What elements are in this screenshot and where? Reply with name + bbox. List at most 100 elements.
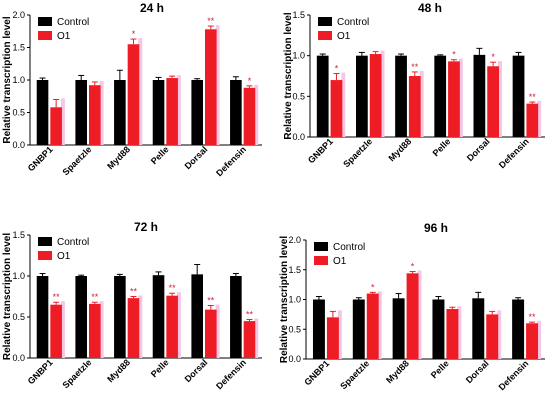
bar-control xyxy=(191,274,203,358)
x-tick-label: Myd88 xyxy=(105,357,132,384)
x-tick-label: Defensin xyxy=(214,357,248,391)
legend-label-o1: O1 xyxy=(337,31,351,42)
x-tick-label: Myd88 xyxy=(386,136,413,163)
significance-marker: ** xyxy=(246,309,254,319)
significance-marker: ** xyxy=(207,296,215,306)
bar-o1 xyxy=(326,317,339,359)
bar-control xyxy=(512,55,525,137)
x-tick-label: GNBP1 xyxy=(302,358,331,387)
x-tick-label: Pelle xyxy=(149,357,171,379)
bar-o1-highlight xyxy=(99,80,104,145)
panel-2: 72 h Relative transcription level 0.0 0.5 1.… xyxy=(2,220,262,391)
legend-swatch-o1 xyxy=(314,256,328,265)
y-tick-label: 0.5 xyxy=(292,91,305,101)
significance-marker: ** xyxy=(91,292,99,302)
bar-o1-highlight xyxy=(215,304,220,358)
bar-o1-highlight xyxy=(537,101,542,137)
legend-swatch-control xyxy=(318,17,332,26)
bar-control xyxy=(432,299,445,359)
bar-o1-highlight xyxy=(537,321,542,359)
bar-o1 xyxy=(50,107,62,145)
legend-label-control: Control xyxy=(57,17,89,28)
bar-o1 xyxy=(406,273,419,359)
bar-control xyxy=(36,276,49,358)
bar-o1 xyxy=(166,295,178,358)
significance-marker: ** xyxy=(169,283,177,293)
significance-marker: ** xyxy=(53,292,61,302)
bar-o1-highlight xyxy=(497,310,502,359)
panel-title: 72 h xyxy=(134,220,158,234)
significance-marker: * xyxy=(411,262,415,272)
x-tick-label: Spaetzle xyxy=(341,136,374,169)
y-tick-label: 0.5 xyxy=(288,324,301,334)
legend-swatch-o1 xyxy=(38,251,52,260)
bar-control xyxy=(36,80,49,145)
bar-o1-highlight xyxy=(254,318,259,358)
bar-o1 xyxy=(205,309,217,358)
bar-control xyxy=(356,55,368,137)
bar-o1 xyxy=(448,61,460,137)
bar-o1 xyxy=(486,314,499,359)
bar-o1-highlight xyxy=(419,70,424,137)
bar-o1-highlight xyxy=(417,270,422,359)
bar-o1 xyxy=(369,54,382,137)
bar-control xyxy=(472,298,485,359)
bar-control xyxy=(352,299,365,359)
x-tick-label: Defensin xyxy=(214,144,248,178)
bar-control xyxy=(114,276,126,358)
x-tick-label: Dorsal xyxy=(464,358,491,385)
bar-control xyxy=(230,276,242,358)
bar-o1 xyxy=(205,29,217,145)
bar-o1 xyxy=(487,66,499,137)
bar-o1-highlight xyxy=(176,292,181,358)
x-tick-label: Myd88 xyxy=(105,144,132,171)
bar-o1-highlight xyxy=(337,310,342,359)
x-tick-label: Myd88 xyxy=(384,358,411,385)
bar-control xyxy=(75,80,87,145)
bar-control xyxy=(312,299,325,359)
bar-o1 xyxy=(243,321,256,358)
significance-marker: ** xyxy=(207,16,215,26)
x-tick-label: Pelle xyxy=(429,358,451,380)
y-tick-label: 1.0 xyxy=(288,295,301,305)
bar-o1 xyxy=(127,298,140,358)
bar-o1-highlight xyxy=(60,98,65,145)
legend-label-control: Control xyxy=(333,242,365,253)
x-tick-label: Defensin xyxy=(497,358,531,392)
bar-o1 xyxy=(50,304,62,358)
significance-marker: * xyxy=(335,64,339,74)
y-tick-label: 0.0 xyxy=(12,140,25,150)
legend-label-control: Control xyxy=(337,17,369,28)
significance-marker: ** xyxy=(529,92,537,102)
legend-label-control: Control xyxy=(57,237,89,248)
bar-o1 xyxy=(366,293,379,359)
bar-control xyxy=(512,299,525,359)
significance-marker: * xyxy=(491,52,495,62)
significance-marker: * xyxy=(452,50,456,60)
x-tick-label: Pelle xyxy=(149,144,171,166)
significance-marker: * xyxy=(132,29,136,39)
x-tick-label: Spaetzle xyxy=(338,358,371,391)
bar-control xyxy=(434,55,447,137)
bar-o1 xyxy=(243,87,256,145)
legend-label-o1: O1 xyxy=(57,31,71,42)
bar-control xyxy=(152,275,165,358)
y-tick-label: 1.5 xyxy=(12,43,25,53)
bar-o1 xyxy=(446,309,459,359)
bar-o1-highlight xyxy=(138,38,143,145)
bar-o1-highlight xyxy=(380,50,385,137)
bar-control xyxy=(152,80,165,145)
x-tick-label: Dorsal xyxy=(183,357,210,384)
x-tick-label: GNBP1 xyxy=(26,357,55,386)
y-axis-label: Relative transcription level xyxy=(2,233,13,360)
legend-swatch-control xyxy=(38,17,52,26)
bar-o1-highlight xyxy=(138,295,143,358)
bar-o1-highlight xyxy=(254,84,259,145)
bar-o1-highlight xyxy=(377,291,382,359)
y-tick-label: 1.0 xyxy=(12,271,25,281)
y-tick-label: 0.0 xyxy=(12,353,25,363)
y-axis-label: Relative transcription level xyxy=(283,12,294,139)
